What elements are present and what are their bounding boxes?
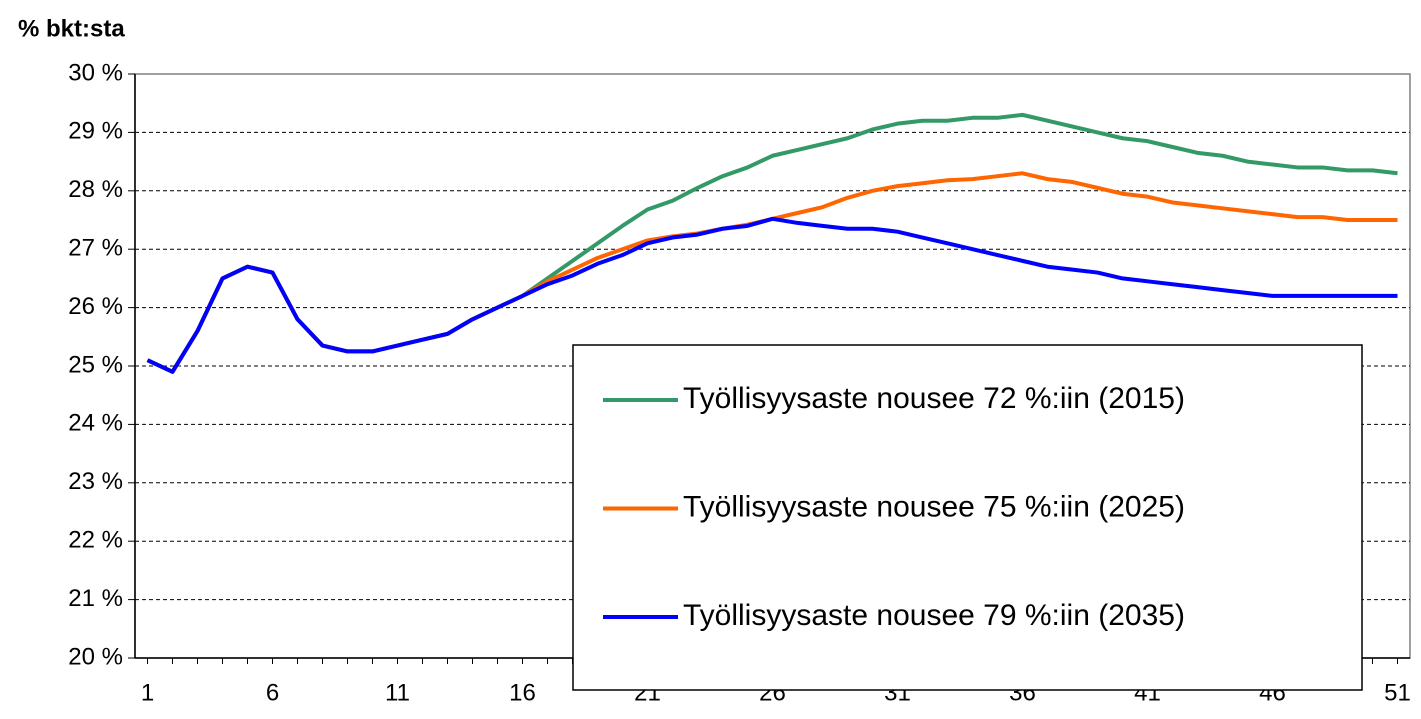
y-tick-label: 26 % bbox=[68, 293, 123, 320]
legend-label: Työllisyysaste nousee 72 %:iin (2015) bbox=[683, 382, 1185, 415]
y-axis-title: % bkt:sta bbox=[18, 15, 125, 42]
y-tick-label: 25 % bbox=[68, 351, 123, 378]
legend-label: Työllisyysaste nousee 75 %:iin (2025) bbox=[683, 490, 1185, 523]
y-tick-label: 27 % bbox=[68, 235, 123, 262]
y-tick-label: 21 % bbox=[68, 585, 123, 612]
y-tick-label: 28 % bbox=[68, 176, 123, 203]
y-tick-label: 23 % bbox=[68, 468, 123, 495]
x-tick-label: 6 bbox=[266, 679, 279, 706]
y-tick-label: 20 % bbox=[68, 643, 123, 670]
legend-box bbox=[572, 344, 1363, 691]
y-tick-label: 30 % bbox=[68, 59, 123, 86]
y-tick-label: 22 % bbox=[68, 527, 123, 554]
y-tick-label: 29 % bbox=[68, 118, 123, 145]
x-tick-label: 11 bbox=[385, 679, 410, 706]
legend: Työllisyysaste nousee 72 %:iin (2015) Työ… bbox=[572, 344, 1363, 691]
x-tick-label: 1 bbox=[141, 679, 154, 706]
x-tick-label: 51 bbox=[1384, 679, 1411, 706]
x-tick-label: 16 bbox=[509, 679, 536, 706]
line-series bbox=[146, 216, 1398, 374]
y-tick-label: 24 % bbox=[68, 410, 123, 437]
legend-label: Työllisyysaste nousee 79 %:iin (2035) bbox=[683, 599, 1185, 632]
